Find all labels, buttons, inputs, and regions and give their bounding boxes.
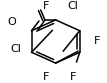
Text: Cl: Cl [10,44,21,54]
Text: F: F [94,37,101,46]
Text: F: F [43,1,50,11]
Text: F: F [70,72,77,82]
Text: F: F [43,72,50,82]
Text: O: O [8,17,17,27]
Text: Cl: Cl [68,1,79,11]
